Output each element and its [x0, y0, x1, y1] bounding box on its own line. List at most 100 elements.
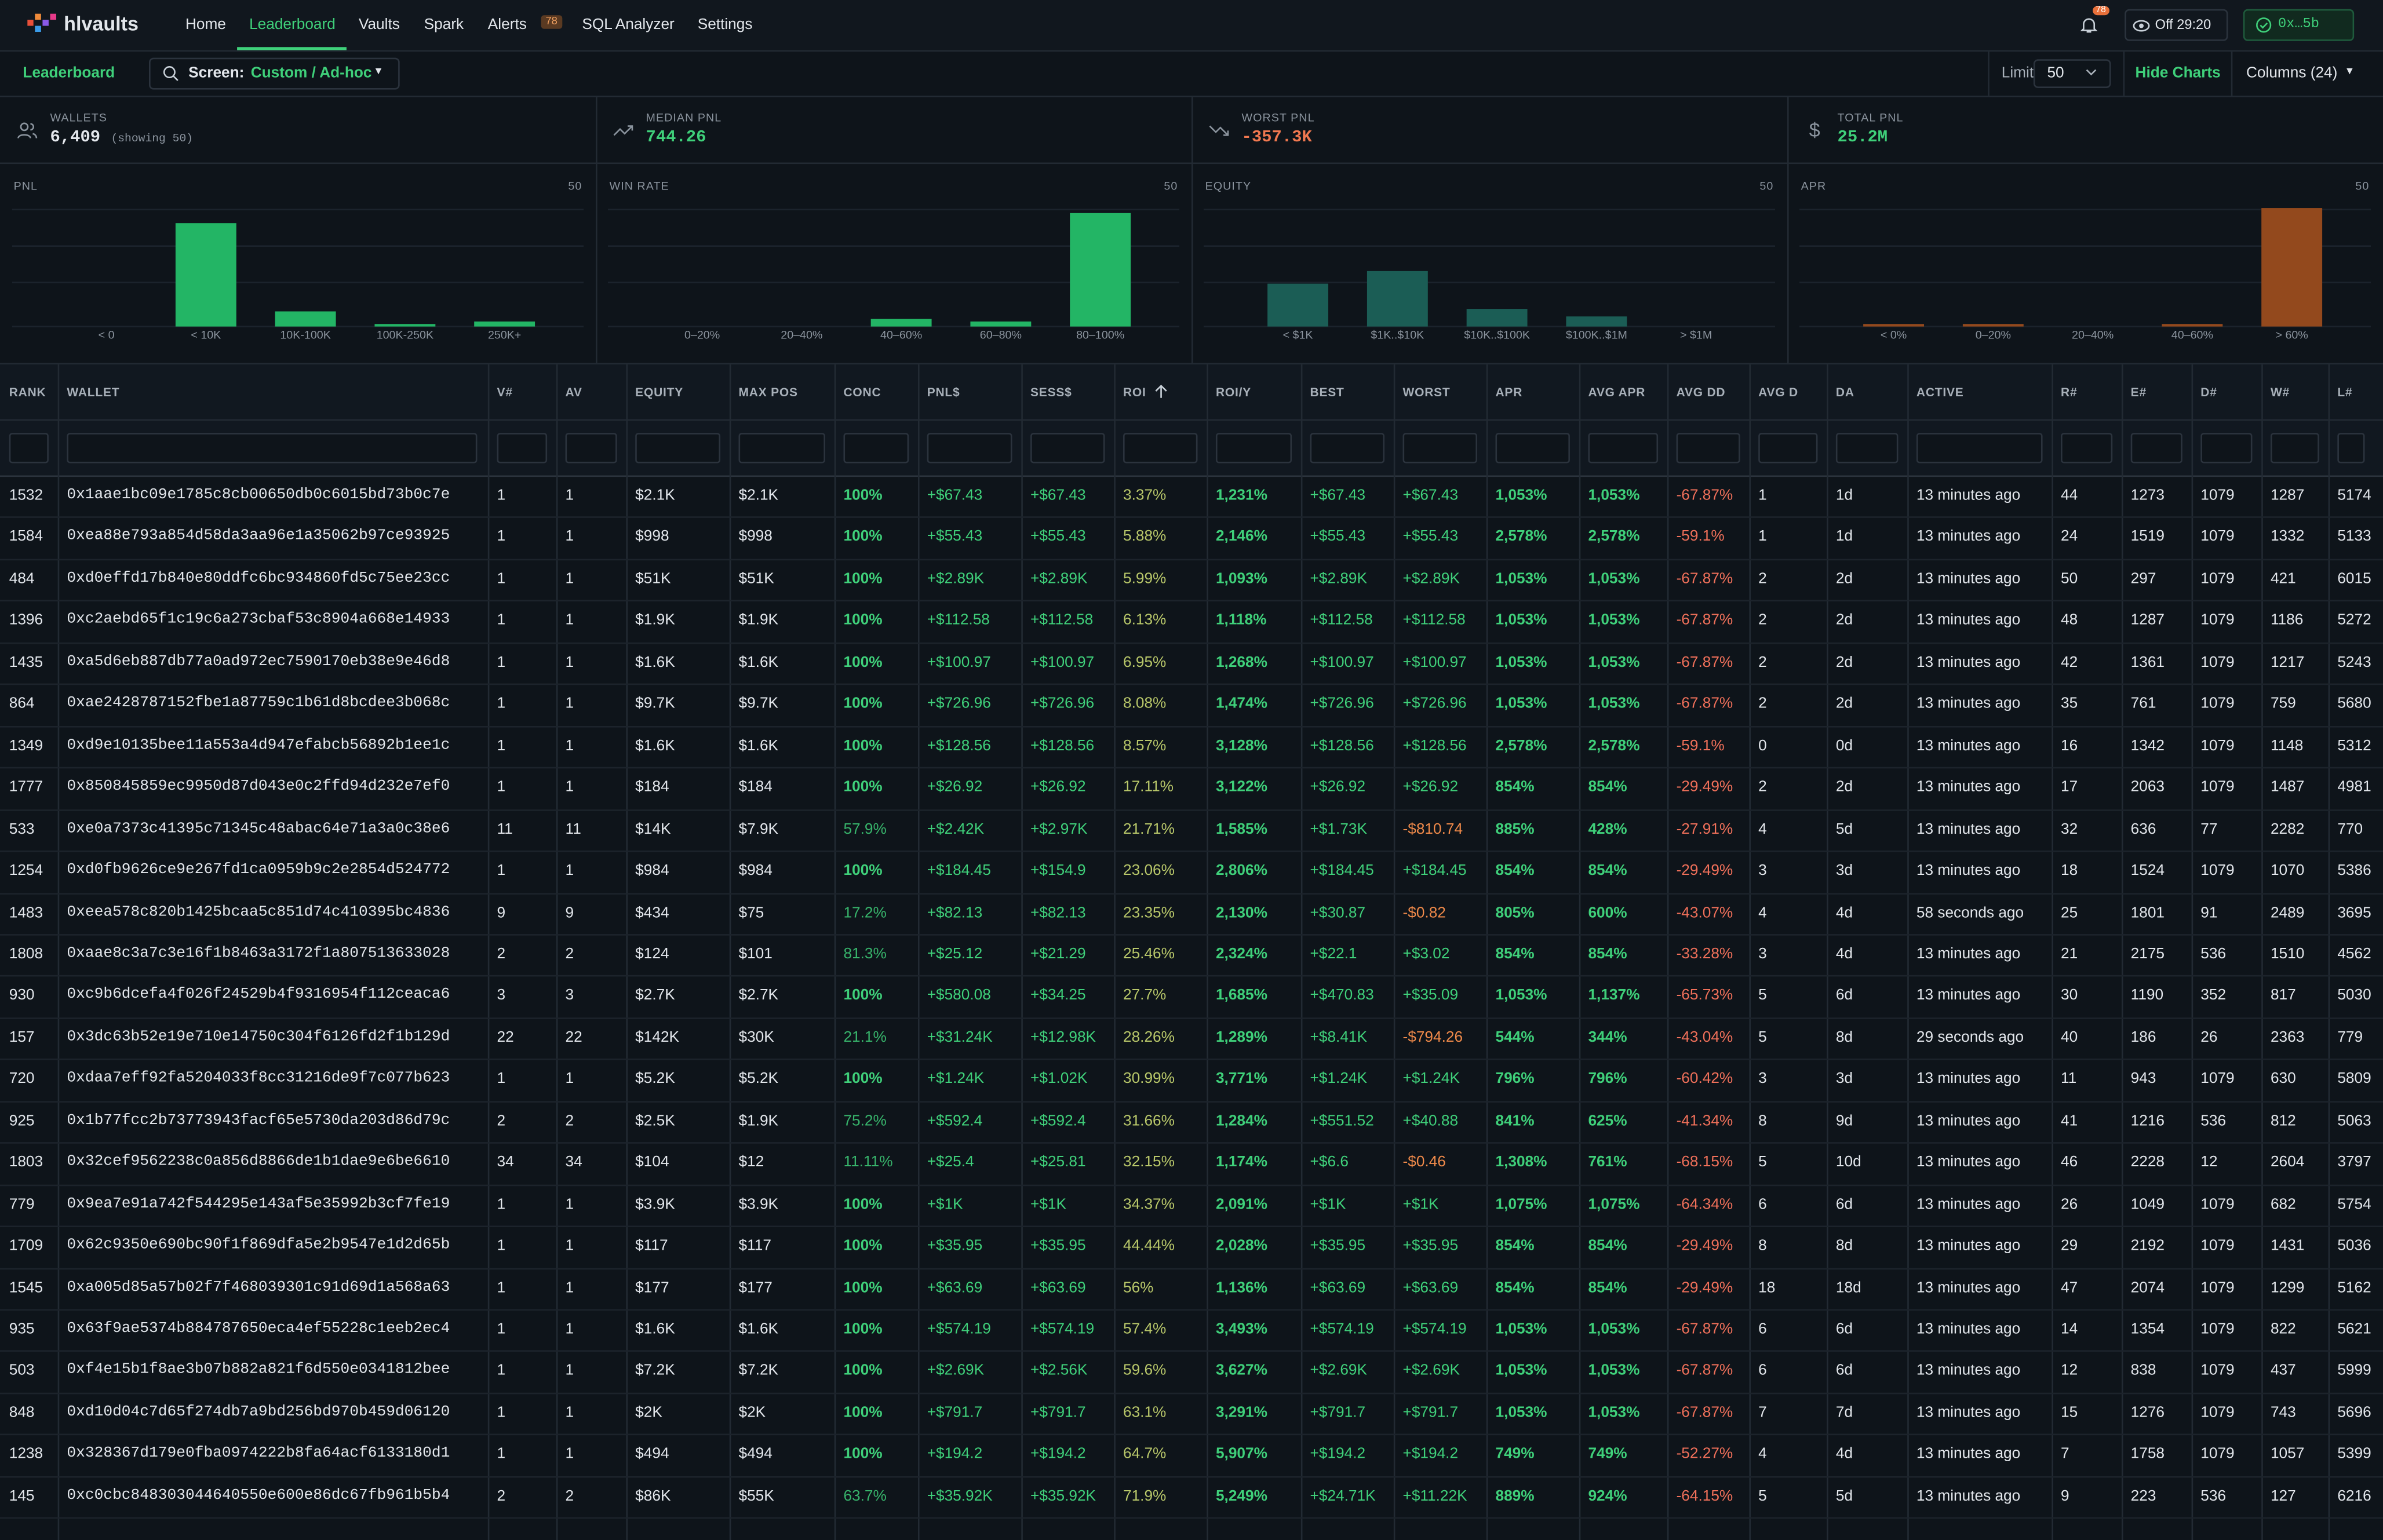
- cell[interactable]: 0xd10d04c7d65f274db7a9bd256bd970b459d061…: [67, 1404, 450, 1422]
- cell[interactable]: 0xd9e10135bee11a553a4d947efabcb56892b1ee…: [67, 738, 450, 754]
- bar[interactable]: [175, 223, 236, 327]
- bar[interactable]: [374, 324, 436, 327]
- cell[interactable]: 0xf4e15b1f8ae3b07b882a821f6d550e0341812b…: [67, 1363, 450, 1380]
- column-header[interactable]: BEST: [1310, 385, 1344, 400]
- cell[interactable]: 0xeea578c820b1425bcaa5c851d74c410395bc48…: [67, 904, 450, 921]
- filter-input[interactable]: [1676, 433, 1740, 464]
- filter-input[interactable]: [497, 433, 548, 464]
- nav-item[interactable]: Home: [185, 16, 226, 34]
- cell[interactable]: 0xe0a7373c41395c71345c48abac64e71a3a0c38…: [67, 821, 450, 838]
- filter-input[interactable]: [2200, 433, 2253, 464]
- filter-input[interactable]: [2061, 433, 2113, 464]
- column-header[interactable]: DA: [1835, 385, 1854, 400]
- bar[interactable]: [474, 321, 535, 327]
- filter-input[interactable]: [1123, 433, 1198, 464]
- cell[interactable]: 0x63f9ae5374b884787650eca4ef55228c1eeb2e…: [67, 1321, 450, 1338]
- cell[interactable]: 0x62c9350e690bc90f1f869dfa5e2b9547e1d2d6…: [67, 1238, 450, 1255]
- filter-input[interactable]: [2337, 433, 2365, 464]
- timer-box[interactable]: [2125, 9, 2228, 41]
- filter-input[interactable]: [1402, 433, 1478, 464]
- filter-input[interactable]: [2270, 433, 2319, 464]
- screen-select[interactable]: [149, 57, 400, 90]
- cell[interactable]: 0x3dc63b52e19e710e14750c304f6126fd2f1b12…: [67, 1029, 450, 1046]
- cell[interactable]: 0xae2428787152fbe1a87759c1b61d8bcdee3b06…: [67, 696, 450, 713]
- bar[interactable]: [1466, 309, 1528, 327]
- column-header[interactable]: AVG APR: [1588, 385, 1646, 400]
- nav-item[interactable]: Vaults: [358, 16, 400, 34]
- bar[interactable]: [1367, 271, 1428, 327]
- column-header[interactable]: MAX POS: [738, 385, 798, 400]
- nav-item[interactable]: Alerts: [487, 16, 527, 34]
- filter-input[interactable]: [843, 433, 909, 464]
- filter-input[interactable]: [1495, 433, 1570, 464]
- cell[interactable]: 0xc0cbc848303044640550e600e86dc67fb961b5…: [67, 1488, 450, 1505]
- filter-input[interactable]: [565, 433, 617, 464]
- column-header[interactable]: D#: [2200, 385, 2217, 400]
- account-box[interactable]: [2243, 9, 2355, 41]
- filter-input[interactable]: [635, 433, 721, 464]
- column-header[interactable]: APR: [1495, 385, 1523, 400]
- filter-input[interactable]: [738, 433, 825, 464]
- cell[interactable]: 0x1b77fcc2b73773943facf65e5730da203d86d7…: [67, 1112, 450, 1130]
- cell[interactable]: 0x850845859ec9950d87d043e0c2ffd94d232e7e…: [67, 779, 450, 796]
- bar[interactable]: [1267, 283, 1329, 327]
- filter-input[interactable]: [1215, 433, 1292, 464]
- column-header[interactable]: V#: [497, 385, 513, 400]
- column-header[interactable]: WALLET: [67, 385, 120, 400]
- column-header[interactable]: PNL$: [927, 385, 960, 400]
- brand[interactable]: hlvaults: [64, 12, 139, 35]
- hide-charts[interactable]: Hide Charts: [2135, 65, 2221, 82]
- column-header[interactable]: AVG DD: [1676, 385, 1726, 400]
- columns-button[interactable]: Columns (24): [2246, 65, 2338, 82]
- filter-input[interactable]: [1588, 433, 1659, 464]
- column-header[interactable]: WORST: [1402, 385, 1451, 400]
- filter-input[interactable]: [67, 433, 478, 464]
- cell[interactable]: 0xaae8c3a7c3e16f1b8463a3172f1a8075136330…: [67, 946, 450, 963]
- column-header[interactable]: R#: [2061, 385, 2078, 400]
- filter-input[interactable]: [1030, 433, 1105, 464]
- cell[interactable]: 0xea88e793a854d58da3aa96e1a35062b97ce939…: [67, 529, 450, 546]
- bar[interactable]: [870, 319, 932, 327]
- cell[interactable]: 0xc2aebd65f1c19c6a273cbaf53c8904a668e149…: [67, 612, 450, 630]
- filter-input[interactable]: [9, 433, 49, 464]
- filter-input[interactable]: [1835, 433, 1899, 464]
- column-header[interactable]: AV: [565, 385, 582, 400]
- bar[interactable]: [1566, 316, 1627, 327]
- column-header[interactable]: AVG D: [1758, 385, 1799, 400]
- cell[interactable]: 0x328367d179e0fba0974222b8fa64acf6133180…: [67, 1446, 450, 1464]
- bell-icon[interactable]: [2079, 15, 2099, 35]
- sort-arrow[interactable]: [1153, 384, 1168, 399]
- cell[interactable]: 0xc9b6dcefa4f026f24529b4f9316954f112ceac…: [67, 987, 450, 1005]
- nav-item[interactable]: Spark: [424, 16, 464, 34]
- column-header[interactable]: CONC: [843, 385, 881, 400]
- column-header[interactable]: ACTIVE: [1916, 385, 1964, 400]
- limit-select[interactable]: [2033, 59, 2111, 89]
- filter-input[interactable]: [1916, 433, 2043, 464]
- column-header[interactable]: E#: [2130, 385, 2147, 400]
- bar[interactable]: [1962, 324, 2024, 327]
- column-header[interactable]: W#: [2270, 385, 2290, 400]
- column-header[interactable]: EQUITY: [635, 385, 684, 400]
- cell[interactable]: 0x9ea7e91a742f544295e143af5e35992b3cf7fe…: [67, 1196, 450, 1213]
- cell[interactable]: 0xd0effd17b840e80ddfc6bc934860fd5c75ee23…: [67, 571, 450, 588]
- filter-input[interactable]: [1310, 433, 1385, 464]
- nav-item[interactable]: SQL Analyzer: [582, 16, 675, 34]
- bar[interactable]: [1863, 324, 1925, 327]
- column-header[interactable]: ROI/Y: [1215, 385, 1252, 400]
- nav-item[interactable]: Settings: [697, 16, 753, 34]
- cell[interactable]: 0xdaa7eff92fa5204033f8cc31216de9f7c077b6…: [67, 1071, 450, 1088]
- bar[interactable]: [2162, 324, 2223, 327]
- cell[interactable]: 0xd0fb9626ce9e267fd1ca0959b9c2e2854d5247…: [67, 863, 450, 880]
- cell[interactable]: 0xa5d6eb887db77a0ad972ec7590170eb38e9e46…: [67, 654, 450, 672]
- column-header[interactable]: SESS$: [1030, 385, 1072, 400]
- filter-input[interactable]: [2130, 433, 2182, 464]
- bar[interactable]: [970, 321, 1032, 327]
- bar[interactable]: [2261, 208, 2323, 327]
- nav-item[interactable]: Leaderboard: [249, 16, 336, 34]
- cell[interactable]: 0xa005d85a57b02f7f468039301c91d69d1a568a…: [67, 1279, 450, 1297]
- column-header[interactable]: ROI: [1123, 385, 1146, 400]
- bar[interactable]: [1070, 213, 1131, 327]
- filter-input[interactable]: [1758, 433, 1818, 464]
- column-header[interactable]: L#: [2337, 385, 2353, 400]
- column-header[interactable]: RANK: [9, 385, 46, 400]
